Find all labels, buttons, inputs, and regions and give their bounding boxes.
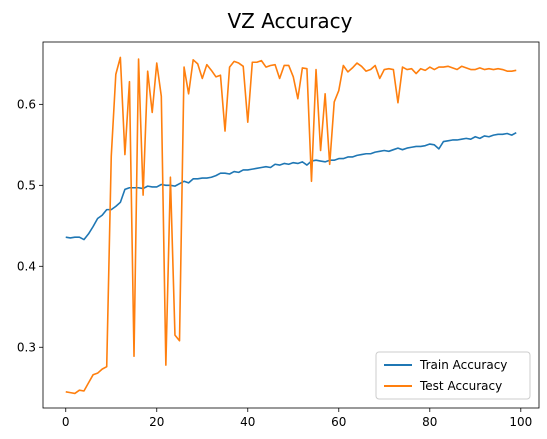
x-tick-label: 0 — [62, 415, 70, 429]
series-line-test — [65, 56, 517, 395]
x-tick-label: 60 — [331, 415, 346, 429]
legend-label-train: Train Accuracy — [419, 358, 507, 372]
plot-area: 0 20 40 60 80 100 0.3 0.4 0.5 0.6 — [17, 41, 540, 429]
x-tick-label: 100 — [509, 415, 532, 429]
x-tick-label: 40 — [240, 415, 255, 429]
chart-title: VZ Accuracy — [227, 9, 352, 33]
legend-label-test: Test Accuracy — [419, 379, 502, 393]
x-tick-label: 20 — [149, 415, 164, 429]
series-line-train — [65, 131, 517, 241]
x-tick-label: 80 — [422, 415, 437, 429]
y-tick-label: 0.4 — [17, 259, 36, 273]
legend: Train Accuracy Test Accuracy — [375, 351, 531, 400]
y-axis-ticks: 0.3 0.4 0.5 0.6 — [17, 97, 43, 354]
axes-frame — [42, 41, 540, 409]
y-tick-label: 0.5 — [17, 178, 36, 192]
y-tick-label: 0.3 — [17, 340, 36, 354]
legend-box — [375, 351, 531, 400]
series-layer — [65, 56, 517, 395]
x-axis-ticks: 0 20 40 60 80 100 — [62, 408, 532, 429]
y-tick-label: 0.6 — [17, 97, 36, 111]
